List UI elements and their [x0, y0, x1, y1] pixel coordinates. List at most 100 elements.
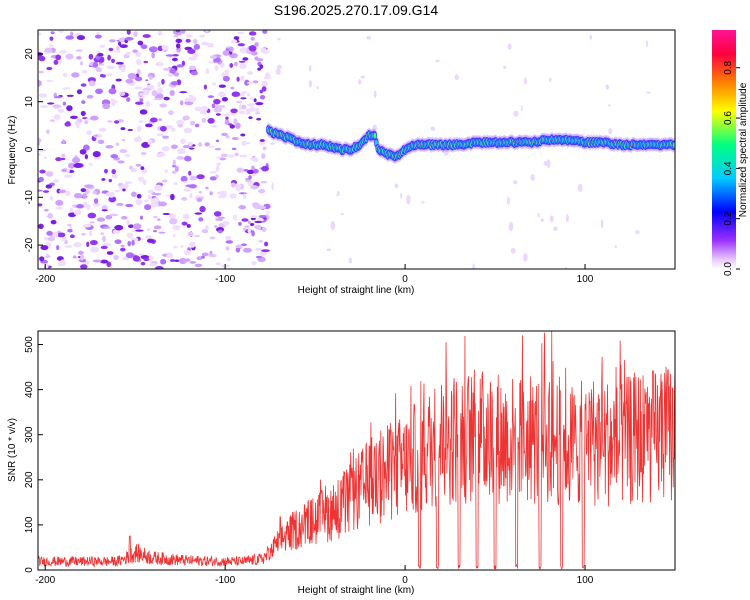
noise-blob	[210, 55, 217, 60]
colorbar-tick-label: 0.4	[723, 161, 734, 175]
noise-blob	[205, 186, 209, 190]
noise-blob	[137, 40, 144, 46]
colorbar: 0.0 0.2 0.4 0.6 0.8 Normalized spectral ampl…	[712, 30, 749, 276]
noise-blob	[97, 139, 105, 145]
noise-blob	[209, 176, 217, 181]
noise-blob	[211, 124, 218, 128]
noise-blob	[256, 217, 264, 222]
noise-blob	[79, 264, 88, 269]
noise-blob	[219, 157, 227, 161]
noise-blob	[208, 253, 217, 258]
noise-speckle	[277, 64, 282, 70]
noise-speckle	[358, 79, 362, 85]
snr-series-line	[38, 331, 675, 570]
noise-blob	[164, 125, 173, 129]
noise-speckle	[373, 90, 377, 99]
noise-blob	[133, 31, 138, 37]
x-tick-label: 0	[402, 575, 408, 586]
noise-blob	[235, 122, 241, 129]
noise-blob	[231, 136, 239, 141]
noise-blob	[162, 179, 168, 183]
noise-blob	[214, 147, 222, 151]
noise-blob	[66, 94, 74, 97]
noise-blob	[188, 170, 192, 176]
noise-blob	[257, 205, 266, 210]
noise-blob	[240, 63, 246, 69]
noise-blob	[126, 97, 131, 102]
noise-blob	[137, 95, 146, 99]
noise-blob	[168, 218, 178, 225]
noise-blob	[220, 63, 225, 68]
noise-blob	[50, 219, 57, 225]
noise-blob	[76, 204, 84, 209]
noise-blob	[225, 116, 229, 120]
noise-blob	[54, 96, 62, 99]
noise-blob	[247, 181, 255, 186]
noise-blob	[119, 91, 126, 96]
noise-blob	[82, 193, 87, 200]
y-tick-label: 10	[24, 96, 35, 108]
noise-blob	[71, 72, 80, 78]
noise-blob	[173, 259, 180, 263]
noise-blob	[118, 119, 125, 123]
noise-blob	[66, 105, 73, 112]
noise-blob	[53, 179, 60, 183]
noise-blob	[240, 97, 247, 100]
noise-blob	[124, 154, 131, 158]
noise-blob	[225, 48, 230, 51]
noise-blob	[241, 91, 248, 94]
noise-blob	[234, 152, 239, 157]
noise-blob	[52, 104, 62, 109]
noise-blob	[251, 261, 257, 266]
noise-blob	[190, 71, 198, 76]
noise-blob	[168, 110, 174, 115]
noise-blob	[56, 245, 60, 251]
noise-blob	[154, 96, 160, 99]
spectrogram-x-label: Height of straight line (km)	[298, 285, 415, 296]
noise-blob	[198, 191, 202, 194]
noise-blob	[94, 134, 98, 137]
noise-blob	[153, 229, 157, 233]
noise-blob	[225, 240, 234, 244]
noise-blob	[259, 250, 267, 256]
noise-blob	[251, 230, 255, 237]
noise-blob	[80, 83, 87, 87]
noise-blob	[150, 201, 159, 208]
snr-y-label: SNR (10 * v/v)	[7, 418, 18, 482]
noise-blob	[62, 87, 71, 90]
noise-blob	[166, 252, 174, 259]
noise-blob	[194, 235, 201, 238]
noise-blob	[161, 78, 165, 85]
noise-blob	[239, 110, 246, 115]
noise-blob	[176, 156, 185, 160]
noise-blob	[47, 102, 55, 105]
noise-blob	[262, 146, 267, 151]
noise-blob	[241, 218, 249, 222]
noise-blob	[200, 41, 209, 46]
x-tick-label: -100	[215, 575, 235, 586]
noise-blob	[258, 240, 263, 243]
noise-blob	[78, 250, 84, 256]
noise-blob	[201, 255, 205, 259]
noise-blob	[194, 106, 203, 112]
noise-blob	[179, 91, 188, 94]
noise-blob	[38, 52, 43, 57]
noise-blob	[108, 196, 117, 203]
noise-blob	[163, 96, 170, 101]
noise-blob	[200, 110, 207, 115]
noise-blob	[101, 178, 106, 181]
noise-blob	[264, 241, 269, 247]
noise-blob	[113, 255, 119, 260]
noise-blob	[181, 30, 186, 34]
noise-blob	[70, 115, 78, 120]
noise-blob	[244, 225, 250, 229]
noise-blob	[209, 171, 218, 174]
noise-blob	[223, 113, 230, 117]
noise-blob	[39, 169, 46, 174]
noise-blob	[100, 232, 105, 235]
noise-blob	[172, 53, 179, 57]
noise-blob	[86, 130, 92, 136]
noise-blob	[173, 245, 178, 249]
noise-speckle	[565, 214, 569, 223]
noise-blob	[162, 135, 170, 139]
